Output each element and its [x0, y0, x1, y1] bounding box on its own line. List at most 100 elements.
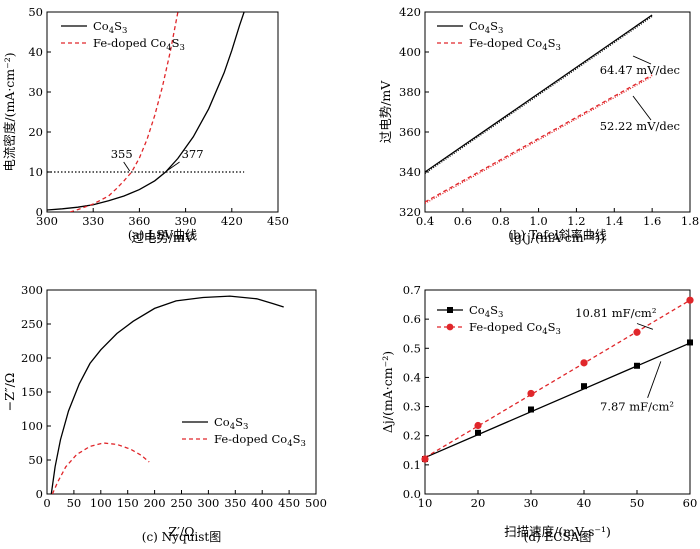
y-tick-label: 100: [21, 419, 43, 433]
data-point: [634, 362, 640, 369]
legend-label-1: Fe-doped Co4S3: [214, 432, 306, 449]
annotation-label-1: 7.87 mF/cm²: [600, 400, 674, 414]
x-tick-label: 1.4: [605, 214, 623, 228]
plot-area: [425, 14, 653, 205]
y-tick-label: 0.4: [403, 370, 421, 384]
y-tick-label: 30: [28, 85, 43, 99]
x-tick-label: 1.0: [529, 214, 547, 228]
x-tick-label: 0.8: [492, 214, 510, 228]
y-tick-label: 0.0: [403, 487, 421, 501]
chart-panel-1: 0.4 0.6 0.8 1.0 1.2 1.4 1.6 1.8 320 340 360 380 400 4…: [378, 5, 699, 245]
annotation-leader: [166, 161, 180, 172]
x-tick-label: 500: [305, 496, 327, 510]
data-point: [687, 339, 693, 346]
y-tick-label: 0.1: [403, 458, 421, 472]
y-axis-label: −Z″/Ω: [2, 373, 17, 411]
plot-area: [425, 299, 690, 459]
chart-panel-3: 10 20 30 40 50 60 0.0 0.1 0.2 0.3 0.4 0.5 0.6 0.7 扫描速度…: [380, 283, 697, 544]
x-tick-label: 100: [90, 496, 112, 510]
plot-frame: [46, 289, 317, 495]
x-tick-label: 300: [36, 214, 58, 228]
series-line-1: [69, 12, 179, 212]
data-point: [527, 389, 535, 398]
y-tick-label: 150: [21, 385, 43, 399]
data-point: [686, 296, 694, 304]
data-point: [528, 406, 534, 413]
y-tick-label: 380: [399, 85, 421, 99]
series-line-1: [51, 442, 150, 494]
x-tick-label: 20: [471, 496, 486, 510]
x-tick-label: 300: [197, 496, 219, 510]
x-tick-label: 400: [251, 496, 273, 510]
x-tick-label: 330: [82, 214, 104, 228]
series-line-0: [425, 14, 653, 173]
x-tick-label: 40: [577, 496, 592, 510]
annotation-leader: [123, 161, 131, 172]
y-axis-label: Δj/(mA·cm⁻²): [380, 351, 395, 433]
legend-label-0: Co4S3: [214, 415, 248, 432]
legend-label-1: Fe-doped Co4S3: [93, 36, 185, 53]
plot-frame: [46, 11, 279, 213]
y-tick-label: 360: [399, 125, 421, 139]
x-tick-label: 1.2: [567, 214, 585, 228]
y-tick-label: 400: [399, 45, 421, 59]
annotation-leader: [632, 55, 652, 65]
legend-label-0: Co4S3: [469, 19, 503, 36]
panel-caption: (a) LSV曲线: [128, 228, 197, 242]
annotation-leader: [632, 95, 652, 121]
x-tick-label: 450: [267, 214, 289, 228]
x-tick-label: 360: [128, 214, 150, 228]
x-tick-label: 450: [278, 496, 300, 510]
y-tick-label: 0.3: [403, 400, 421, 414]
x-tick-label: 420: [221, 214, 243, 228]
y-tick-label: 0.6: [403, 312, 421, 326]
x-tick-label: 250: [171, 496, 193, 510]
annotation-label-1: 52.22 mV/dec: [600, 119, 680, 133]
series-line-1: [425, 74, 653, 203]
data-point: [421, 455, 429, 463]
series-raw-1: [425, 75, 653, 205]
y-axis-label: 电流密度/(mA·cm⁻²): [2, 52, 17, 171]
annotation-label-0: 355: [111, 147, 133, 161]
x-tick-label: 390: [175, 214, 197, 228]
annotation-label-0: 10.81 mF/cm²: [575, 306, 656, 320]
y-tick-label: 20: [28, 125, 43, 139]
plot-frame: [424, 289, 691, 495]
y-tick-label: 0.2: [403, 429, 421, 443]
x-tick-label: 10: [418, 496, 433, 510]
data-point: [475, 429, 481, 436]
panel-caption: (d) ECSA图: [524, 530, 592, 544]
x-axis-label: Z′/Ω: [168, 524, 194, 539]
x-tick-label: 0: [43, 496, 50, 510]
data-point: [474, 421, 482, 430]
legend-label-0: Co4S3: [469, 303, 503, 320]
x-tick-label: 150: [117, 496, 139, 510]
y-tick-label: 40: [28, 45, 43, 59]
series-line-0: [47, 12, 245, 211]
x-axis-label: 过电势/mV: [131, 230, 195, 245]
series-line-0: [50, 295, 284, 494]
annotation-leader: [636, 323, 654, 330]
legend-label-0: Co4S3: [93, 19, 127, 36]
legend-marker: [447, 307, 453, 313]
annotation-label-0: 64.47 mV/dec: [600, 63, 680, 77]
panel-caption: (b) Tafel斜率曲线: [508, 227, 606, 242]
y-tick-label: 50: [28, 453, 43, 467]
x-tick-label: 1.6: [643, 214, 661, 228]
y-tick-label: 10: [28, 165, 43, 179]
plot-frame: [424, 11, 691, 213]
legend-marker: [446, 323, 454, 331]
y-tick-label: 300: [21, 283, 43, 297]
chart-panel-0: 300 330 360 390 420 450 0 10 20 30 40 50 过电势/mV 电流密度/…: [2, 5, 289, 245]
y-tick-label: 250: [21, 317, 43, 331]
y-tick-label: 200: [21, 351, 43, 365]
x-tick-label: 350: [224, 496, 246, 510]
x-tick-label: 50: [67, 496, 82, 510]
y-tick-label: 0: [36, 487, 43, 501]
data-point: [581, 383, 587, 390]
y-tick-label: 0.5: [403, 341, 421, 355]
y-tick-label: 0.7: [403, 283, 421, 297]
x-tick-label: 50: [630, 496, 645, 510]
y-tick-label: 340: [399, 165, 421, 179]
